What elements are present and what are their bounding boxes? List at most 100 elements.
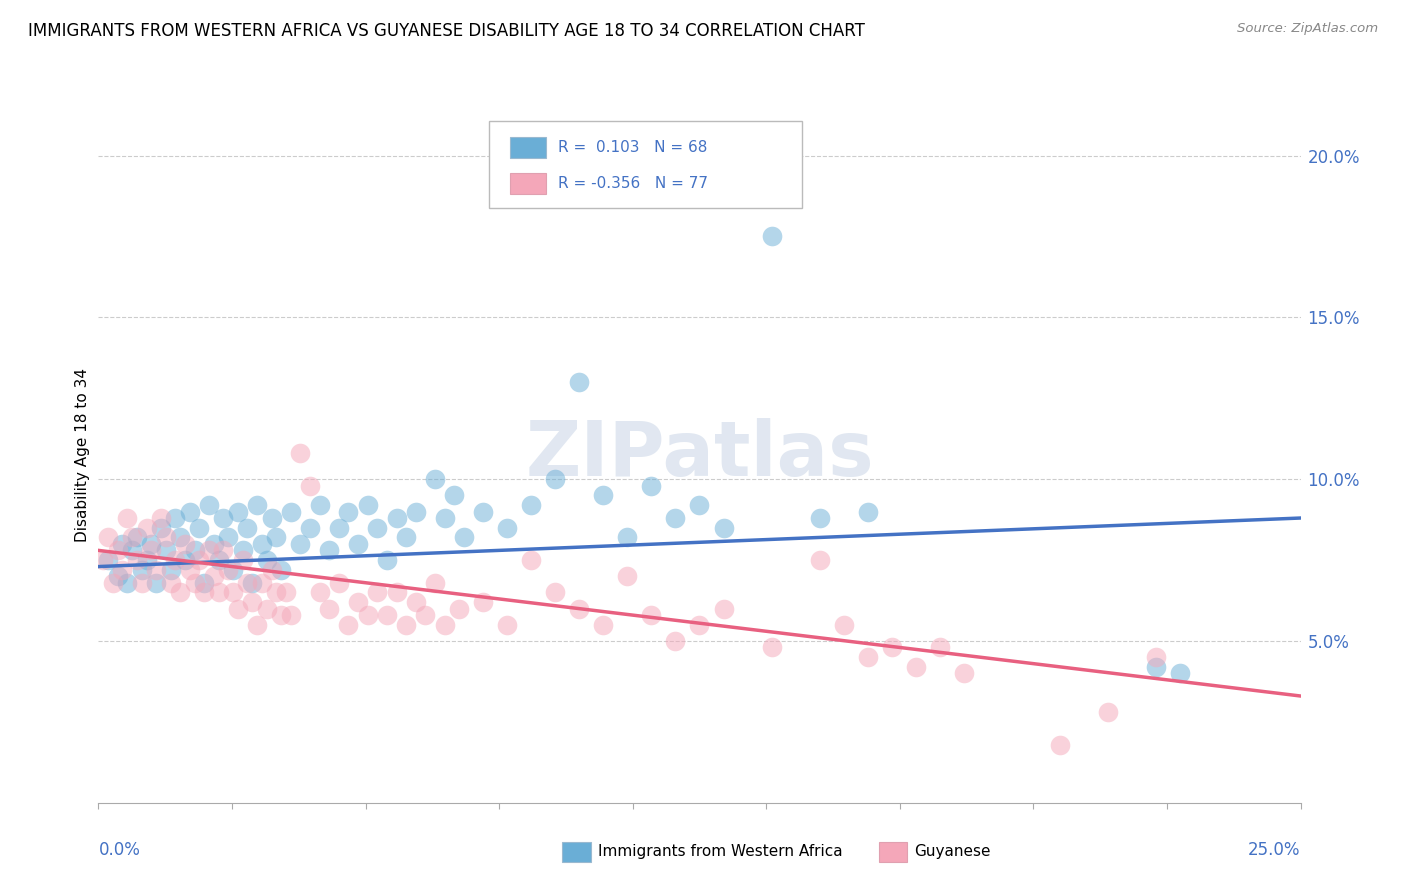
Point <box>337 617 360 632</box>
Point <box>135 521 157 535</box>
Point <box>928 640 950 655</box>
Point <box>208 553 231 567</box>
Point <box>423 472 446 486</box>
Point <box>183 575 205 590</box>
Point <box>165 553 187 567</box>
Point <box>904 660 927 674</box>
Point <box>544 472 567 486</box>
Point <box>357 498 380 512</box>
Point <box>217 563 239 577</box>
Point <box>226 601 249 615</box>
Point <box>193 585 215 599</box>
Point <box>366 585 388 599</box>
Point <box>280 608 302 623</box>
Point <box>141 537 163 551</box>
Point <box>155 531 177 545</box>
Point <box>165 511 187 525</box>
Point <box>880 640 903 655</box>
Point <box>395 531 418 545</box>
Point <box>149 511 172 525</box>
Point <box>347 537 370 551</box>
Point <box>188 521 211 535</box>
Point <box>664 634 686 648</box>
Point <box>169 531 191 545</box>
Point <box>121 543 143 558</box>
FancyBboxPatch shape <box>509 173 546 194</box>
Point <box>520 498 543 512</box>
Point <box>149 521 172 535</box>
Point <box>1049 738 1071 752</box>
Point <box>91 553 114 567</box>
Point <box>385 511 408 525</box>
Point <box>395 617 418 632</box>
Point <box>689 498 711 512</box>
Point <box>188 553 211 567</box>
Point <box>568 375 591 389</box>
Point <box>212 543 235 558</box>
Point <box>226 504 249 518</box>
Point <box>328 521 350 535</box>
Point <box>111 537 134 551</box>
Point <box>266 585 288 599</box>
Point <box>375 553 398 567</box>
Point <box>808 553 831 567</box>
Point <box>472 504 495 518</box>
Point <box>357 608 380 623</box>
Point <box>496 617 519 632</box>
Point <box>274 585 297 599</box>
Text: Guyanese: Guyanese <box>914 845 990 859</box>
Point <box>375 608 398 623</box>
Point <box>328 575 350 590</box>
Point <box>447 601 470 615</box>
Point <box>117 575 139 590</box>
Point <box>761 229 783 244</box>
Point <box>337 504 360 518</box>
Point <box>453 531 475 545</box>
Point <box>1097 705 1119 719</box>
Point <box>856 504 879 518</box>
Point <box>125 553 148 567</box>
Point <box>159 563 181 577</box>
Point <box>97 553 120 567</box>
Point <box>232 553 254 567</box>
Point <box>198 498 221 512</box>
Point <box>183 543 205 558</box>
Point <box>544 585 567 599</box>
Point <box>217 531 239 545</box>
Text: IMMIGRANTS FROM WESTERN AFRICA VS GUYANESE DISABILITY AGE 18 TO 34 CORRELATION C: IMMIGRANTS FROM WESTERN AFRICA VS GUYANE… <box>28 22 865 40</box>
Point <box>121 531 143 545</box>
Point <box>246 498 269 512</box>
Point <box>1170 666 1192 681</box>
Point <box>298 521 321 535</box>
Text: Source: ZipAtlas.com: Source: ZipAtlas.com <box>1237 22 1378 36</box>
Point <box>155 543 177 558</box>
Point <box>250 537 273 551</box>
Point <box>318 543 340 558</box>
Point <box>616 569 638 583</box>
Y-axis label: Disability Age 18 to 34: Disability Age 18 to 34 <box>75 368 90 542</box>
Point <box>193 575 215 590</box>
Point <box>236 575 259 590</box>
Point <box>240 575 263 590</box>
Point <box>433 511 456 525</box>
Point <box>1144 660 1167 674</box>
Point <box>145 563 167 577</box>
Point <box>385 585 408 599</box>
Point <box>713 521 735 535</box>
Point <box>266 531 288 545</box>
Point <box>107 569 129 583</box>
Point <box>640 478 662 492</box>
Point <box>520 553 543 567</box>
Point <box>640 608 662 623</box>
Point <box>496 521 519 535</box>
Point <box>179 563 201 577</box>
FancyBboxPatch shape <box>489 121 801 208</box>
Point <box>832 617 855 632</box>
Text: Immigrants from Western Africa: Immigrants from Western Africa <box>598 845 842 859</box>
Point <box>222 585 245 599</box>
Point <box>366 521 388 535</box>
Point <box>97 531 120 545</box>
Point <box>117 511 139 525</box>
Point <box>689 617 711 632</box>
Point <box>125 531 148 545</box>
